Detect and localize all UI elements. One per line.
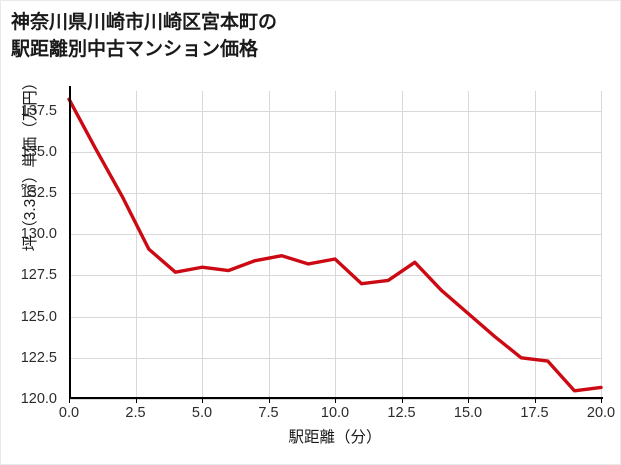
gridline-x-6 (468, 91, 469, 399)
y-axis-tick-labels: 120.0 122.5 125.0 127.5 130.0 132.5 135.0 137.5 (1, 91, 63, 407)
gridline-x-2 (202, 91, 203, 399)
x-tick-mark-0 (69, 399, 70, 403)
gridline-x-5 (402, 91, 403, 399)
y-axis-label: 坪（3.3㎡）単価（万円） (22, 74, 39, 252)
x-tick-label-3: 7.5 (258, 405, 279, 421)
x-tick-label-6: 15.0 (453, 405, 483, 421)
y-tick-label-5: 132.5 (20, 185, 57, 202)
gridline-x-8 (601, 91, 602, 399)
x-axis-label: 駅距離（分） (288, 429, 382, 446)
x-tick-label-8: 20.0 (586, 405, 616, 421)
x-tick-label-1: 2.5 (125, 405, 146, 421)
chart-title: 神奈川県川崎市川崎区宮本町の 駅距離別中古マンション価格 (11, 12, 278, 60)
y-tick-label-4: 130.0 (20, 226, 57, 243)
x-tick-label-7: 17.5 (520, 405, 549, 421)
x-tick-mark-8 (601, 399, 602, 403)
y-tick-label-6: 135.0 (20, 143, 57, 160)
x-axis-tick-labels: 0.0 2.5 5.0 7.5 10.0 12.5 15.0 17.5 20.0 (59, 399, 615, 425)
x-tick-label-4: 10.0 (320, 405, 350, 421)
y-tick-label-2: 125.0 (20, 308, 57, 325)
x-tick-label-0: 0.0 (58, 405, 80, 421)
x-tick-mark-2 (202, 399, 203, 403)
x-tick-mark-4 (335, 399, 336, 403)
y-tick-label-1: 122.5 (20, 349, 57, 366)
y-tick-label-0: 120.0 (20, 391, 57, 407)
plot-area (67, 86, 603, 400)
x-tick-mark-3 (269, 399, 270, 403)
x-tick-label-5: 12.5 (387, 405, 416, 421)
data-line-series (67, 97, 603, 393)
y-tick-label-7: 137.5 (20, 102, 57, 119)
y-tick-label-3: 127.5 (20, 267, 57, 284)
x-tick-mark-6 (468, 399, 469, 403)
gridline-x-1 (136, 91, 137, 399)
gridline-x-7 (535, 91, 536, 399)
x-tick-mark-1 (136, 399, 137, 403)
x-tick-label-2: 5.0 (191, 405, 213, 421)
x-tick-mark-5 (402, 399, 403, 403)
y-axis-spine (69, 86, 71, 399)
x-axis-spine (69, 397, 603, 399)
x-tick-mark-7 (535, 399, 536, 403)
gridline-x-3 (269, 91, 270, 399)
gridline-x-4 (335, 91, 336, 399)
